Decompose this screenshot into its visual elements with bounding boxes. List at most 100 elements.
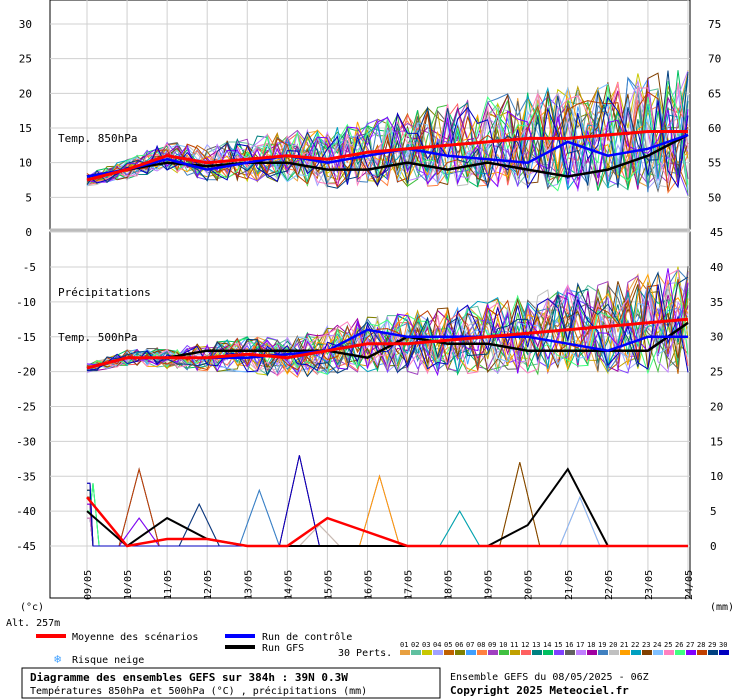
run-info: Ensemble GEFS du 08/05/2025 - 06Z (450, 672, 649, 683)
lower-right-tick-label: 10 (710, 470, 723, 483)
pert-color-swatch (598, 650, 608, 655)
pert-color-swatch (576, 650, 586, 655)
legend-snow-label: Risque neige (72, 655, 144, 666)
footer-title: Diagramme des ensembles GEFS sur 384h : … (30, 671, 348, 684)
pert-number: 16 (565, 641, 573, 649)
pert-number: 02 (411, 641, 419, 649)
pert-color-swatch (466, 650, 476, 655)
ensemble-precip-line (87, 455, 660, 547)
ensemble-member-lines (86, 70, 689, 547)
lower-right-tick-label: 15 (710, 435, 723, 448)
upper-left-tick-label: 0 (25, 226, 32, 239)
lower-left-tick-label: -15 (16, 331, 36, 344)
pert-color-swatch (631, 650, 641, 655)
upper-left-tick-label: 10 (19, 157, 32, 170)
lower-left-tick-label: -20 (16, 366, 36, 379)
upper-right-tick-label: 55 (708, 157, 721, 170)
pert-number: 13 (532, 641, 540, 649)
ensemble-precip-line (87, 455, 660, 547)
ensemble-precip-line (87, 482, 660, 547)
lower-right-tick-label: 5 (710, 505, 717, 518)
lower-left-tick-label: -30 (16, 435, 36, 448)
ensemble-precip-line (87, 517, 660, 547)
ensemble-precip-line (87, 510, 660, 547)
pert-number: 21 (620, 641, 628, 649)
date-tick-label: 21/05 (564, 570, 575, 600)
legend-control-label: Run de contrôle (262, 631, 352, 643)
pert-number: 04 (433, 641, 441, 649)
ensemble-850-line (86, 81, 689, 194)
lower-left-tick-label: -25 (16, 401, 36, 414)
pert-number: 14 (543, 641, 551, 649)
mean-850-line (86, 130, 688, 182)
lower-left-tick-label: -35 (16, 470, 36, 483)
left-unit-label: (°c) (20, 602, 44, 613)
lower-left-tick-label: -45 (16, 540, 36, 553)
pert-number: 08 (477, 641, 485, 649)
pert-number: 23 (642, 641, 650, 649)
pert-number: 30 (719, 641, 727, 649)
date-tick-label: 22/05 (604, 570, 615, 600)
pert-number: 25 (664, 641, 672, 649)
lower-right-tick-label: 35 (710, 296, 723, 309)
lower-right-tick-label: 30 (710, 331, 723, 344)
pert-color-swatch (664, 650, 674, 655)
pert-color-swatch (708, 650, 718, 655)
legend-perts-label: 30 Perts. (338, 648, 392, 659)
pert-number: 22 (631, 641, 639, 649)
upper-left-tick-label: 25 (19, 53, 32, 66)
pert-number: 26 (675, 641, 683, 649)
pert-color-swatch (554, 650, 564, 655)
upper-left-tick-label: 15 (19, 122, 32, 135)
pert-number: 06 (455, 641, 463, 649)
pert-color-swatch (499, 650, 509, 655)
date-tick-label: 23/05 (644, 570, 655, 600)
pert-number: 18 (587, 641, 595, 649)
ensemble-precip-line (87, 510, 660, 547)
date-tick-label: 14/05 (283, 570, 294, 600)
pert-color-swatch (543, 650, 553, 655)
pert-color-swatch (510, 650, 520, 655)
ensemble-850-line (86, 87, 689, 184)
temp500-label: Temp. 500hPa (58, 331, 137, 344)
ensemble-precip-line (87, 483, 660, 547)
date-tick-label: 20/05 (524, 570, 535, 600)
lower-right-tick-label: 40 (710, 261, 723, 274)
pert-color-swatch (455, 650, 465, 655)
pert-number: 24 (653, 641, 661, 649)
ensemble-500-line (86, 278, 689, 375)
right-unit-label: (mm) (710, 602, 734, 613)
temp850-label: Temp. 850hPa (58, 132, 137, 145)
upper-right-tick-label: 65 (708, 87, 721, 100)
ensemble-precip-line (87, 482, 660, 547)
gfs-500-line (86, 321, 689, 370)
ensemble-precip-line (87, 517, 660, 547)
axis-tick-labels: 302520151050757065605550-5-10-15-20-25-3… (16, 18, 723, 600)
pert-number: 01 (400, 641, 408, 649)
pert-color-swatch (719, 650, 729, 655)
date-tick-label: 11/05 (163, 570, 174, 600)
pert-color-swatch (642, 650, 652, 655)
date-tick-label: 10/05 (123, 570, 134, 600)
snowflake-icon: ❄ (54, 652, 61, 666)
control-850-line (86, 133, 689, 178)
pert-number: 15 (554, 641, 562, 649)
footer-subtitle: Températures 850hPa et 500hPa (°C) , pré… (30, 685, 367, 697)
legend-mean-label: Moyenne des scénarios (72, 631, 198, 643)
upper-right-tick-label: 70 (708, 53, 721, 66)
upper-right-tick-label: 75 (708, 18, 721, 31)
main-series-lines (86, 130, 689, 548)
pert-color-swatch (521, 650, 531, 655)
pert-number: 03 (422, 641, 430, 649)
pert-color-swatch (686, 650, 696, 655)
pert-color-swatch (477, 650, 487, 655)
lower-right-tick-label: 0 (710, 540, 717, 553)
precip-label: Précipitations (58, 286, 151, 299)
ensemble-850-line (86, 91, 689, 192)
upper-left-tick-label: 5 (25, 191, 32, 204)
date-tick-label: 24/05 (684, 570, 695, 600)
date-tick-label: 15/05 (323, 570, 334, 600)
upper-left-tick-label: 30 (19, 18, 32, 31)
pert-number: 19 (598, 641, 606, 649)
